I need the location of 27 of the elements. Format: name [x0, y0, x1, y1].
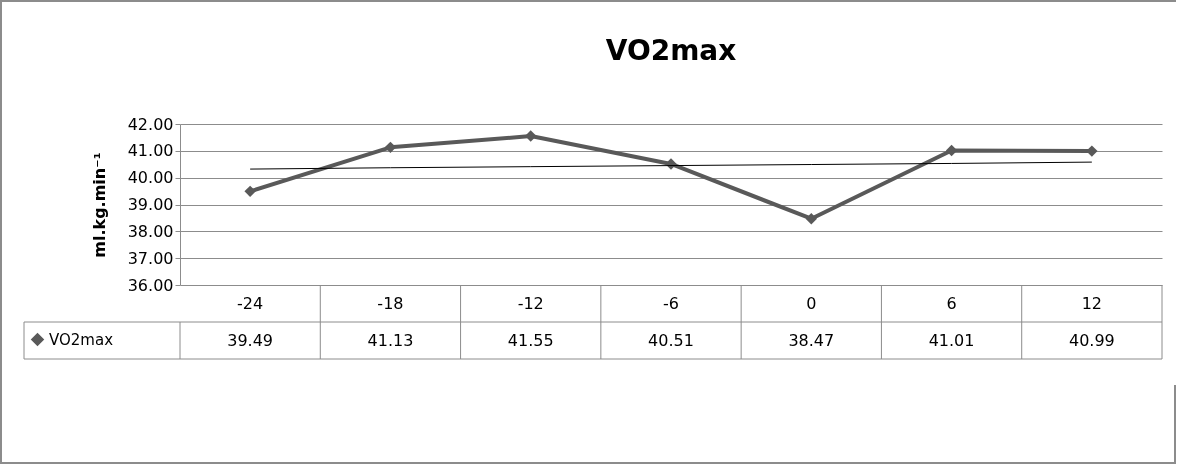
point [525, 130, 537, 142]
x-tick-label: -12 [517, 293, 544, 313]
point [244, 185, 256, 198]
x-tick-label: -24 [237, 293, 264, 313]
y-tick-label: 39.00 [127, 195, 174, 214]
data-label: 39.49 [227, 330, 274, 350]
x-tick-label: -18 [377, 293, 404, 313]
data-label: 40.99 [1068, 330, 1115, 350]
data-label: 40.51 [648, 330, 694, 350]
x-tick-label: 0 [806, 293, 817, 313]
y-tick-label: 42.00 [127, 114, 174, 134]
chart-title: VO2max [605, 34, 737, 67]
data-label: 38.47 [788, 330, 835, 350]
x-tick-label: 12 [1081, 293, 1103, 313]
y-tick-label: 41.00 [127, 141, 174, 161]
x-tick-label: 6 [946, 293, 957, 313]
data-label: 41.55 [507, 330, 554, 350]
y-tick-label: 38.00 [127, 221, 174, 241]
y-axis-title: ml.kg.min⁻¹ [89, 152, 109, 258]
x-tick-label: -6 [663, 293, 679, 313]
y-tick-label: 37.00 [127, 248, 174, 268]
y-tick-label: 40.00 [127, 168, 174, 188]
legend-label: VO2max [49, 330, 114, 349]
data-label: 41.01 [928, 330, 975, 350]
y-tick-label: 36.00 [127, 275, 174, 295]
point [805, 213, 817, 225]
data-label: 41.13 [367, 330, 414, 350]
